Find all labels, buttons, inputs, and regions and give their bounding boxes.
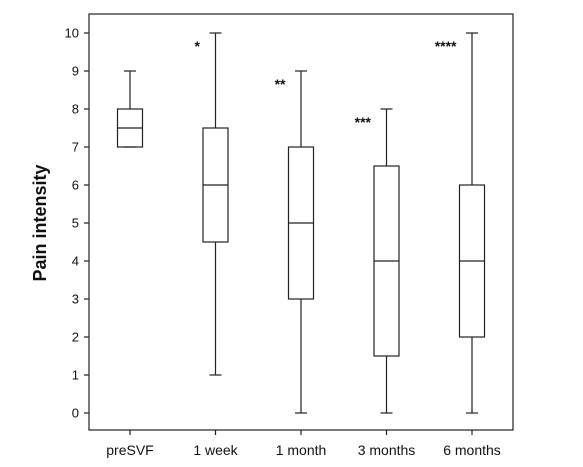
y-tick-label: 3 bbox=[72, 292, 79, 307]
y-tick-label: 7 bbox=[72, 140, 79, 155]
box-group: * bbox=[195, 32, 229, 376]
y-tick-label: 5 bbox=[72, 216, 79, 231]
y-tick-label: 8 bbox=[72, 102, 79, 117]
significance-marker: * bbox=[195, 38, 201, 54]
y-tick-label: 1 bbox=[72, 368, 79, 383]
significance-marker: **** bbox=[435, 38, 457, 54]
box-group: *** bbox=[355, 108, 400, 414]
x-tick-label: 1 week bbox=[193, 442, 238, 458]
x-tick-label: preSVF bbox=[106, 442, 153, 458]
x-tick-label: 1 month bbox=[276, 442, 327, 458]
significance-marker: ** bbox=[275, 76, 286, 92]
y-tick-label: 6 bbox=[72, 178, 79, 193]
box-group bbox=[116, 70, 144, 148]
y-tick-label: 4 bbox=[72, 254, 79, 269]
y-axis-label: Pain intensity bbox=[30, 164, 50, 281]
y-axis-ticks: 0 1 2 3 4 5 6 7 8 9 10 bbox=[65, 26, 89, 421]
box-group: ** bbox=[275, 70, 315, 414]
significance-marker: *** bbox=[355, 114, 372, 130]
x-axis-ticks: preSVF 1 week 1 month 3 months 6 months bbox=[106, 430, 501, 458]
x-tick-label: 6 months bbox=[443, 442, 501, 458]
y-tick-label: 9 bbox=[72, 64, 79, 79]
y-tick-label: 0 bbox=[72, 406, 79, 421]
x-tick-label: 3 months bbox=[358, 442, 416, 458]
y-tick-label: 10 bbox=[65, 26, 79, 41]
box-group: **** bbox=[435, 32, 486, 414]
boxes: ********** bbox=[116, 32, 486, 414]
y-tick-label: 2 bbox=[72, 330, 79, 345]
